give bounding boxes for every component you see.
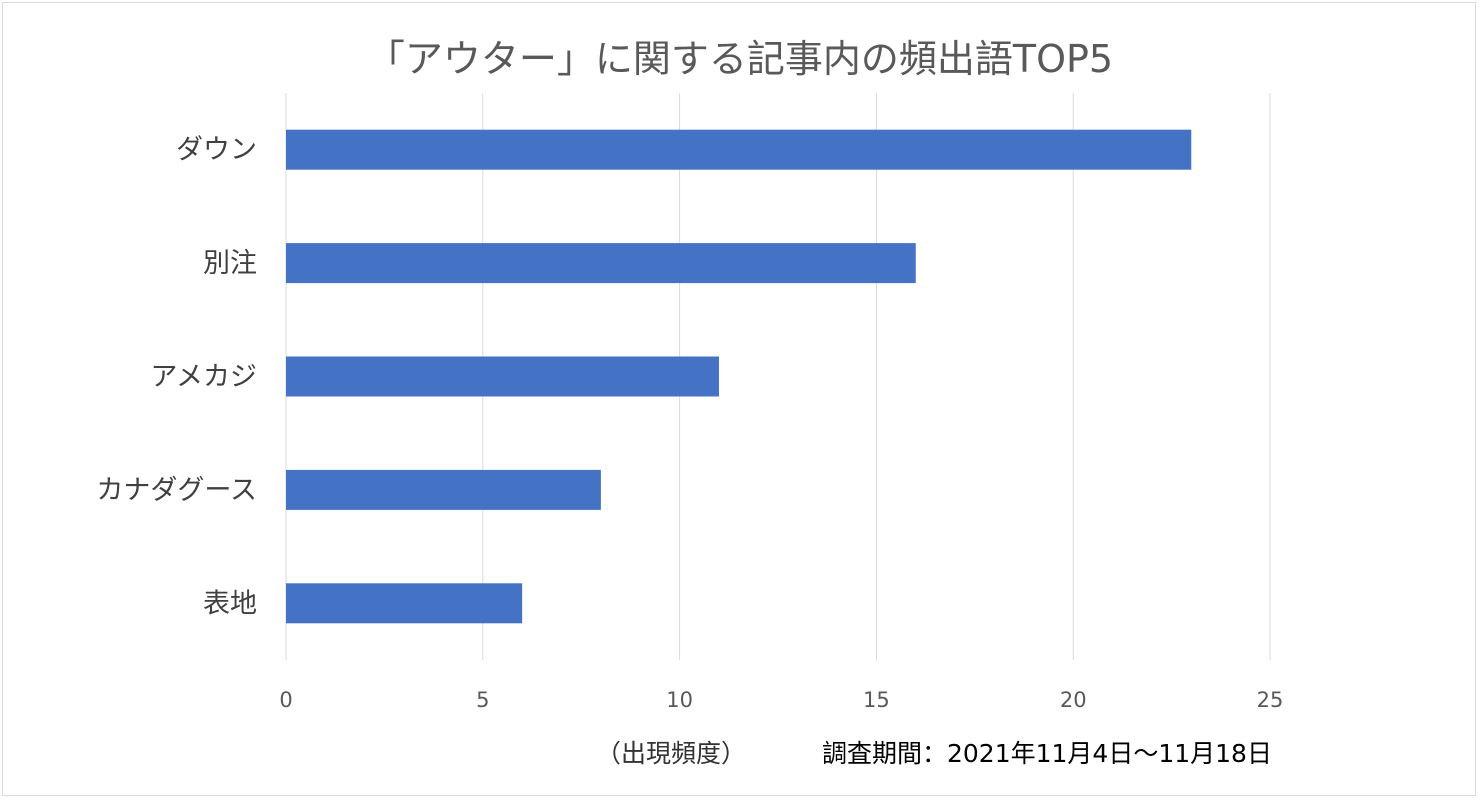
- survey-period-annotation: 調査期間：2021年11月4日～11月18日: [822, 739, 1272, 768]
- x-tick-label: 15: [863, 688, 890, 712]
- x-tick-label: 5: [476, 688, 489, 712]
- chart-title: 「アウター」に関する記事内の頻出語TOP5: [366, 37, 1114, 81]
- bar: [286, 469, 601, 510]
- x-tick-label: 0: [279, 688, 292, 712]
- y-category-label: アメカジ: [150, 362, 257, 393]
- y-category-label: カナダグース: [96, 475, 257, 506]
- x-tick-label: 20: [1060, 688, 1087, 712]
- y-category-label: 別注: [203, 248, 257, 279]
- bar: [286, 243, 916, 284]
- bar: [286, 583, 523, 624]
- bar: [286, 356, 719, 397]
- y-category-label: ダウン: [176, 135, 257, 166]
- x-axis-label: （出現頻度）: [596, 739, 747, 768]
- bar: [286, 129, 1192, 170]
- y-category-label: 表地: [203, 588, 257, 619]
- x-tick-label: 10: [666, 688, 693, 712]
- x-tick-label: 25: [1257, 688, 1284, 712]
